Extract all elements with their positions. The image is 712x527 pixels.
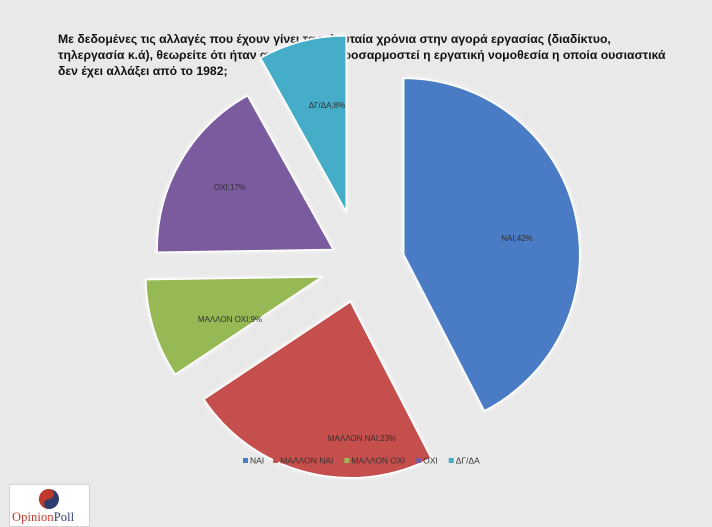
slice-label-1: ΜΑΛΛΟΝ ΝΑΙ;23% bbox=[328, 434, 396, 443]
logo-text: OpinionPoll bbox=[12, 510, 89, 525]
title-line-2: τηλεργασία κ.ά), θεωρείτε ότι ήταν αναγκ… bbox=[58, 48, 666, 62]
chart-legend: ΝΑΙ ΜΑΛΛΟΝ ΝΑΙ ΜΑΛΛΟΝ ΟΧΙ ΟΧΙ ΔΓ/ΔΑ bbox=[243, 456, 480, 466]
slice-label-2: ΜΑΛΛΟΝ ΟΧΙ;9% bbox=[198, 315, 262, 324]
pie-slice-0 bbox=[402, 77, 581, 412]
logo-text-poll: Poll bbox=[53, 510, 75, 524]
pie-slice-labels: ΝΑΙ;42% ΜΑΛΛΟΝ ΝΑΙ;23% ΜΑΛΛΟΝ ΟΧΙ;9% ΟΧΙ;17… bbox=[198, 101, 533, 443]
pie-slice-4 bbox=[259, 35, 347, 215]
logo-text-opinion: Opinion bbox=[12, 510, 54, 524]
legend-swatch-2 bbox=[344, 458, 350, 463]
legend-label-2: ΜΑΛΛΟΝ ΟΧΙ bbox=[351, 456, 405, 466]
slice-label-4: ΔΓ/ΔΑ;8% bbox=[309, 101, 345, 110]
legend-label-3: ΟΧΙ bbox=[423, 456, 438, 466]
opinionpoll-logo: OpinionPoll bbox=[9, 484, 90, 527]
legend-label-0: ΝΑΙ bbox=[250, 456, 264, 466]
slice-label-0: ΝΑΙ;42% bbox=[501, 234, 533, 243]
pie-slices bbox=[145, 35, 581, 479]
legend-swatch-1 bbox=[273, 458, 279, 463]
pie-chart: ΝΑΙ;42% ΜΑΛΛΟΝ ΝΑΙ;23% ΜΑΛΛΟΝ ΟΧΙ;9% ΟΧΙ;17… bbox=[145, 35, 581, 479]
pie-slice-2 bbox=[145, 276, 325, 376]
slice-label-3: ΟΧΙ;17% bbox=[214, 183, 246, 192]
logo-mark-icon bbox=[39, 489, 59, 509]
title-line-3: δεν έχει αλλάξει από το 1982; bbox=[58, 64, 228, 78]
legend-swatch-4 bbox=[448, 458, 454, 463]
legend-label-4: ΔΓ/ΔΑ bbox=[456, 456, 480, 466]
legend-swatch-0 bbox=[243, 458, 248, 463]
pie-slice-1 bbox=[202, 300, 433, 479]
legend-swatch-3 bbox=[416, 458, 422, 463]
legend-label-1: ΜΑΛΛΟΝ ΝΑΙ bbox=[280, 456, 333, 466]
pie-slice-3 bbox=[156, 94, 335, 254]
